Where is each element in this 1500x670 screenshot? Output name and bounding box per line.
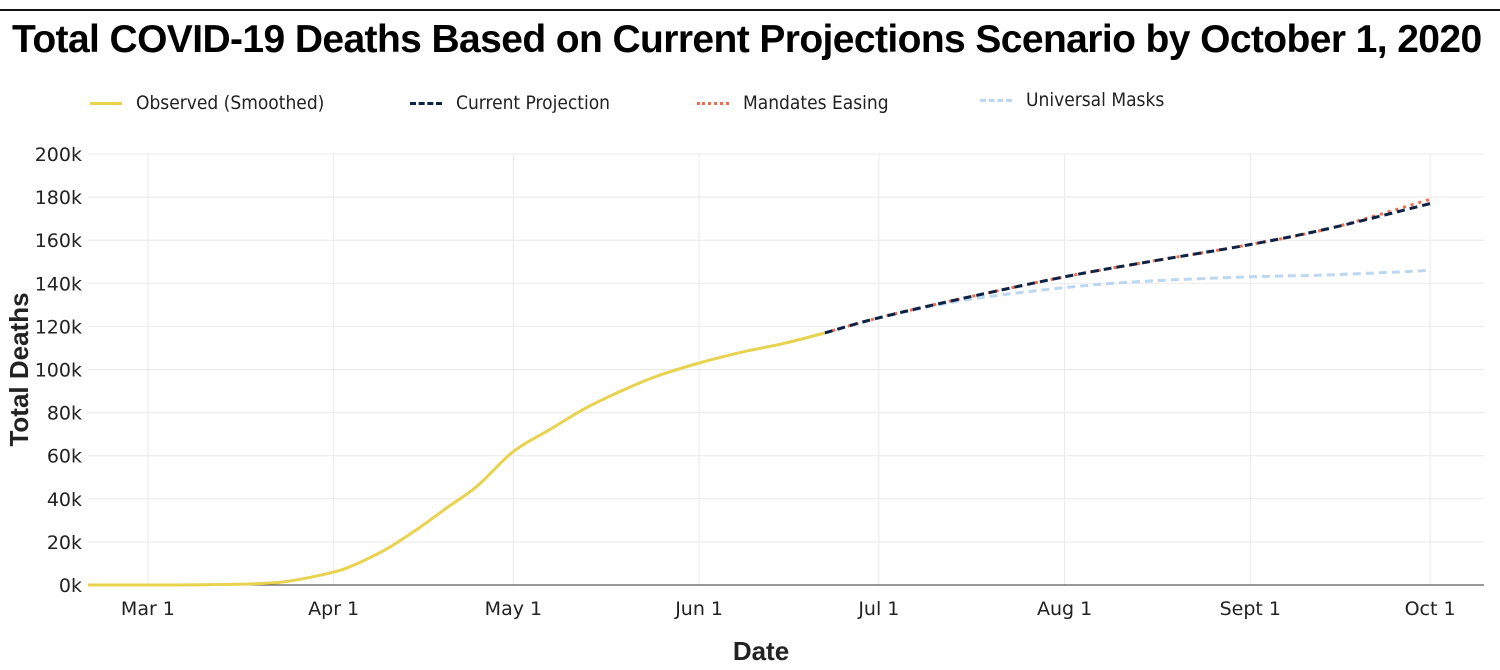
series-line-universal-masks xyxy=(824,268,1431,335)
legend-swatch-observed xyxy=(90,101,122,105)
y-tick-label: 100k xyxy=(35,360,82,382)
y-tick-label: 0k xyxy=(59,575,82,597)
legend-label-observed: Observed (Smoothed) xyxy=(136,92,325,114)
x-axis-title: Date xyxy=(733,636,789,666)
x-tick-label: Jul 1 xyxy=(857,598,899,620)
y-tick-label: 160k xyxy=(35,230,82,252)
series-line-current-projection xyxy=(824,202,1431,335)
x-tick-label: Oct 1 xyxy=(1405,598,1456,620)
title-rule xyxy=(0,9,1500,11)
y-axis-title: Total Deaths xyxy=(4,292,34,446)
legend-swatch-mandates-easing xyxy=(697,101,729,105)
legend-item-mandates-easing: Mandates Easing xyxy=(697,86,889,120)
x-tick-label: Mar 1 xyxy=(121,598,175,620)
x-tick-label: May 1 xyxy=(485,598,542,620)
y-tick-label: 80k xyxy=(47,403,82,425)
series-line-mandates-easing xyxy=(824,197,1431,335)
y-tick-label: 140k xyxy=(35,273,82,295)
x-tick-label: Jun 1 xyxy=(674,598,723,620)
legend-item-current-projection: Current Projection xyxy=(410,86,610,120)
x-tick-label: Aug 1 xyxy=(1037,598,1092,620)
legend-swatch-current-projection xyxy=(410,101,442,105)
y-tick-label: 120k xyxy=(35,316,82,338)
legend-label-current-projection: Current Projection xyxy=(456,92,610,114)
legend-swatch-universal-masks xyxy=(980,98,1012,102)
legend-item-universal-masks: Universal Masks xyxy=(980,83,1164,117)
y-tick-label: 20k xyxy=(47,532,82,554)
legend-label-universal-masks: Universal Masks xyxy=(1026,89,1165,111)
legend-item-observed: Observed (Smoothed) xyxy=(90,86,324,120)
y-tick-label: 60k xyxy=(47,446,82,468)
y-tick-label: 40k xyxy=(47,489,82,511)
x-tick-label: Apr 1 xyxy=(308,598,359,620)
series-line-observed-smoothed xyxy=(88,331,826,587)
y-tick-label: 180k xyxy=(35,187,82,209)
legend: Observed (Smoothed) Current Projection M… xyxy=(0,86,1500,122)
legend-label-mandates-easing: Mandates Easing xyxy=(743,92,889,114)
y-tick-label: 200k xyxy=(35,144,82,166)
x-tick-label: Sept 1 xyxy=(1220,598,1281,620)
chart-title: Total COVID-19 Deaths Based on Current P… xyxy=(12,18,1482,61)
